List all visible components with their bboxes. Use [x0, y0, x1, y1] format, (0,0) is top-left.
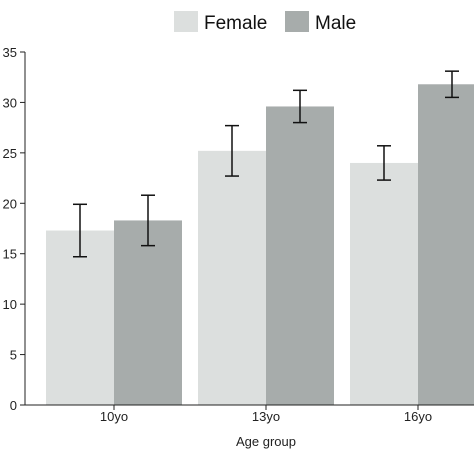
bar-female-16yo — [350, 162, 418, 405]
bar-male-13yo — [266, 106, 334, 405]
legend-label-female: Female — [204, 13, 267, 34]
bar-male-10yo — [114, 220, 182, 405]
error-bar-male-16yo — [445, 70, 459, 99]
y-tick-label-25: 25 — [3, 146, 17, 161]
legend-label-male: Male — [315, 13, 356, 34]
error-bar-male-10yo — [141, 194, 155, 247]
bar-male-16yo — [418, 84, 474, 405]
bar-female-13yo — [198, 150, 266, 405]
y-tick-label-0: 0 — [10, 398, 17, 413]
bars-group — [46, 84, 474, 405]
legend-swatch-male — [285, 11, 309, 32]
legend: Female Male — [174, 11, 356, 34]
error-bar-female-13yo — [225, 124, 239, 177]
x-axis: 10yo 13yo 16yo — [25, 404, 474, 424]
x-axis-title: Age group — [236, 434, 296, 449]
y-tick-label-5: 5 — [10, 348, 17, 363]
error-bar-female-10yo — [73, 203, 87, 258]
legend-swatch-female — [174, 11, 198, 32]
x-tick-label-10yo: 10yo — [100, 409, 128, 424]
error-bars-group — [73, 70, 459, 258]
x-tick-label-16yo: 16yo — [404, 409, 432, 424]
y-tick-label-30: 30 — [3, 95, 17, 110]
error-bar-female-16yo — [377, 145, 391, 181]
y-tick-label-35: 35 — [3, 45, 17, 60]
y-tick-label-10: 10 — [3, 297, 17, 312]
error-bar-male-13yo — [293, 89, 307, 124]
bar-female-10yo — [46, 230, 114, 405]
y-tick-label-20: 20 — [3, 196, 17, 211]
y-axis: 0 5 10 15 20 25 30 35 — [3, 45, 26, 413]
y-tick-label-15: 15 — [3, 247, 17, 262]
x-tick-label-13yo: 13yo — [252, 409, 280, 424]
